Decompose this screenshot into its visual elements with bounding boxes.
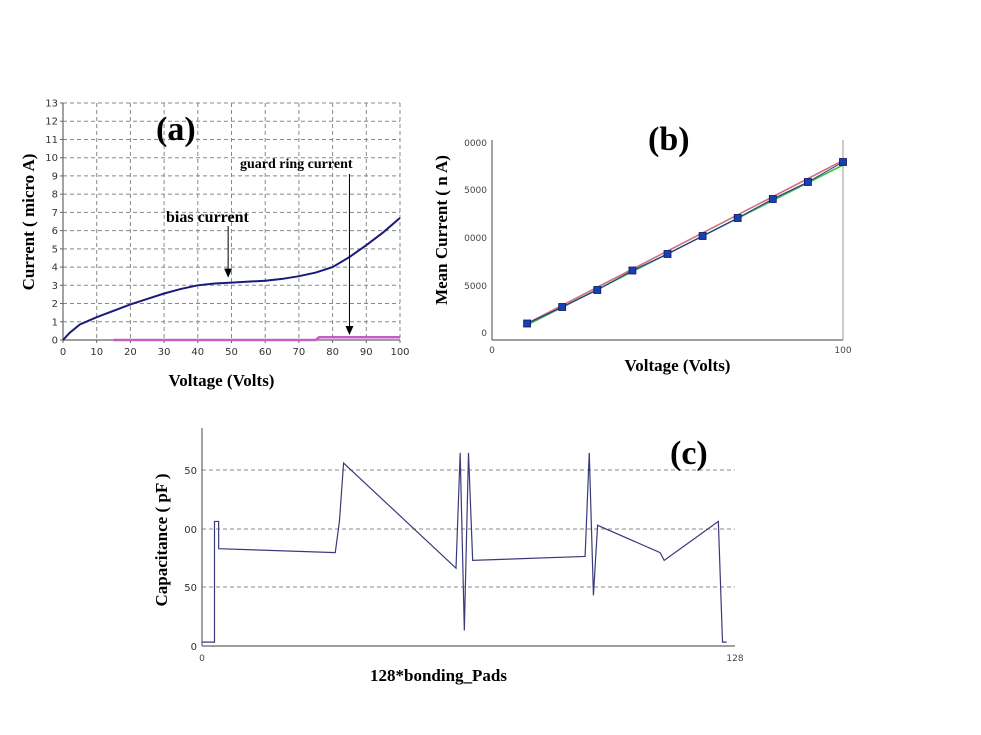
x-axis-label: Voltage (Volts) — [625, 356, 731, 375]
x-tick-label: 20 — [124, 347, 137, 358]
x-tick-label: 90 — [360, 347, 373, 358]
series-line-guard-ring-current — [113, 336, 400, 342]
annotation-label: bias current — [166, 209, 249, 226]
panel-label: (c) — [670, 435, 708, 472]
data-point — [663, 250, 672, 258]
fit-line-fit-2 — [526, 159, 844, 325]
annotation-arrowhead — [345, 326, 354, 335]
y-tick-label: 4 — [52, 263, 58, 274]
panel-c-chart: 0 50 00 50 0 128 128*bonding_Pads Capacitance (… — [152, 428, 744, 685]
y-tick-label: 50 — [184, 583, 197, 594]
x-tick-label: 0 — [60, 347, 66, 358]
y-tick-label: 11 — [45, 135, 58, 146]
panel-label: (a) — [156, 111, 196, 148]
x-tick-label: 70 — [293, 347, 306, 358]
series-line-bias-current — [62, 217, 401, 341]
x-tick-label: 80 — [326, 347, 339, 358]
x-tick-label: 100 — [834, 346, 851, 356]
data-point — [593, 286, 602, 294]
y-tick-label: 5 — [52, 244, 58, 255]
data-point — [558, 303, 567, 311]
y-axis-label: Capacitance ( pF ) — [152, 474, 171, 607]
y-tick-label: 7 — [52, 208, 58, 219]
y-tick-label: 50 — [184, 466, 197, 477]
y-tick-label: 5000 — [464, 186, 487, 196]
y-tick-label: 0 — [191, 642, 197, 653]
x-tick-label: 10 — [90, 347, 103, 358]
y-tick-label: 0000 — [464, 139, 487, 149]
x-tick-label: 60 — [259, 347, 272, 358]
y-tick-label: 1 — [52, 317, 58, 328]
y-tick-label: 00 — [184, 525, 197, 536]
y-axis-label: Mean Current ( n A) — [432, 155, 451, 305]
y-tick-label: 8 — [52, 190, 58, 201]
data-point — [768, 195, 777, 203]
x-tick-label: 40 — [191, 347, 204, 358]
y-tick-label: 5000 — [464, 282, 487, 292]
x-tick-label: 0 — [199, 654, 205, 664]
data-point — [698, 232, 707, 240]
x-tick-label: 100 — [390, 347, 409, 358]
x-axis-label: Voltage (Volts) — [169, 371, 275, 390]
y-tick-label: 0 — [481, 329, 487, 339]
y-tick-label: 0 — [52, 336, 58, 347]
series-line-measured — [526, 161, 844, 324]
y-tick-label: 10 — [45, 153, 58, 164]
x-axis-label: 128*bonding_Pads — [370, 666, 507, 685]
x-tick-label: 30 — [158, 347, 171, 358]
data-point — [733, 214, 742, 222]
y-tick-label: 12 — [45, 117, 58, 128]
annotation-label: guard ring current — [240, 157, 353, 172]
data-point — [804, 178, 812, 186]
x-tick-label: 128 — [726, 654, 743, 664]
annotation-arrowhead — [224, 268, 233, 278]
y-axis-label: Current ( micro A) — [19, 154, 38, 291]
y-tick-label: 6 — [52, 226, 58, 237]
x-tick-label: 50 — [225, 347, 238, 358]
y-tick-label: 0000 — [464, 234, 487, 244]
y-tick-label: 13 — [45, 99, 58, 110]
y-tick-label: 3 — [52, 281, 58, 292]
x-tick-label: 0 — [489, 346, 495, 356]
y-tick-label: 9 — [52, 171, 58, 182]
panel-label: (b) — [648, 121, 690, 158]
series-line-capacitance — [202, 452, 727, 643]
data-point — [628, 266, 637, 275]
y-tick-label: 2 — [52, 299, 58, 310]
data-point — [523, 319, 531, 328]
data-point — [839, 158, 847, 166]
